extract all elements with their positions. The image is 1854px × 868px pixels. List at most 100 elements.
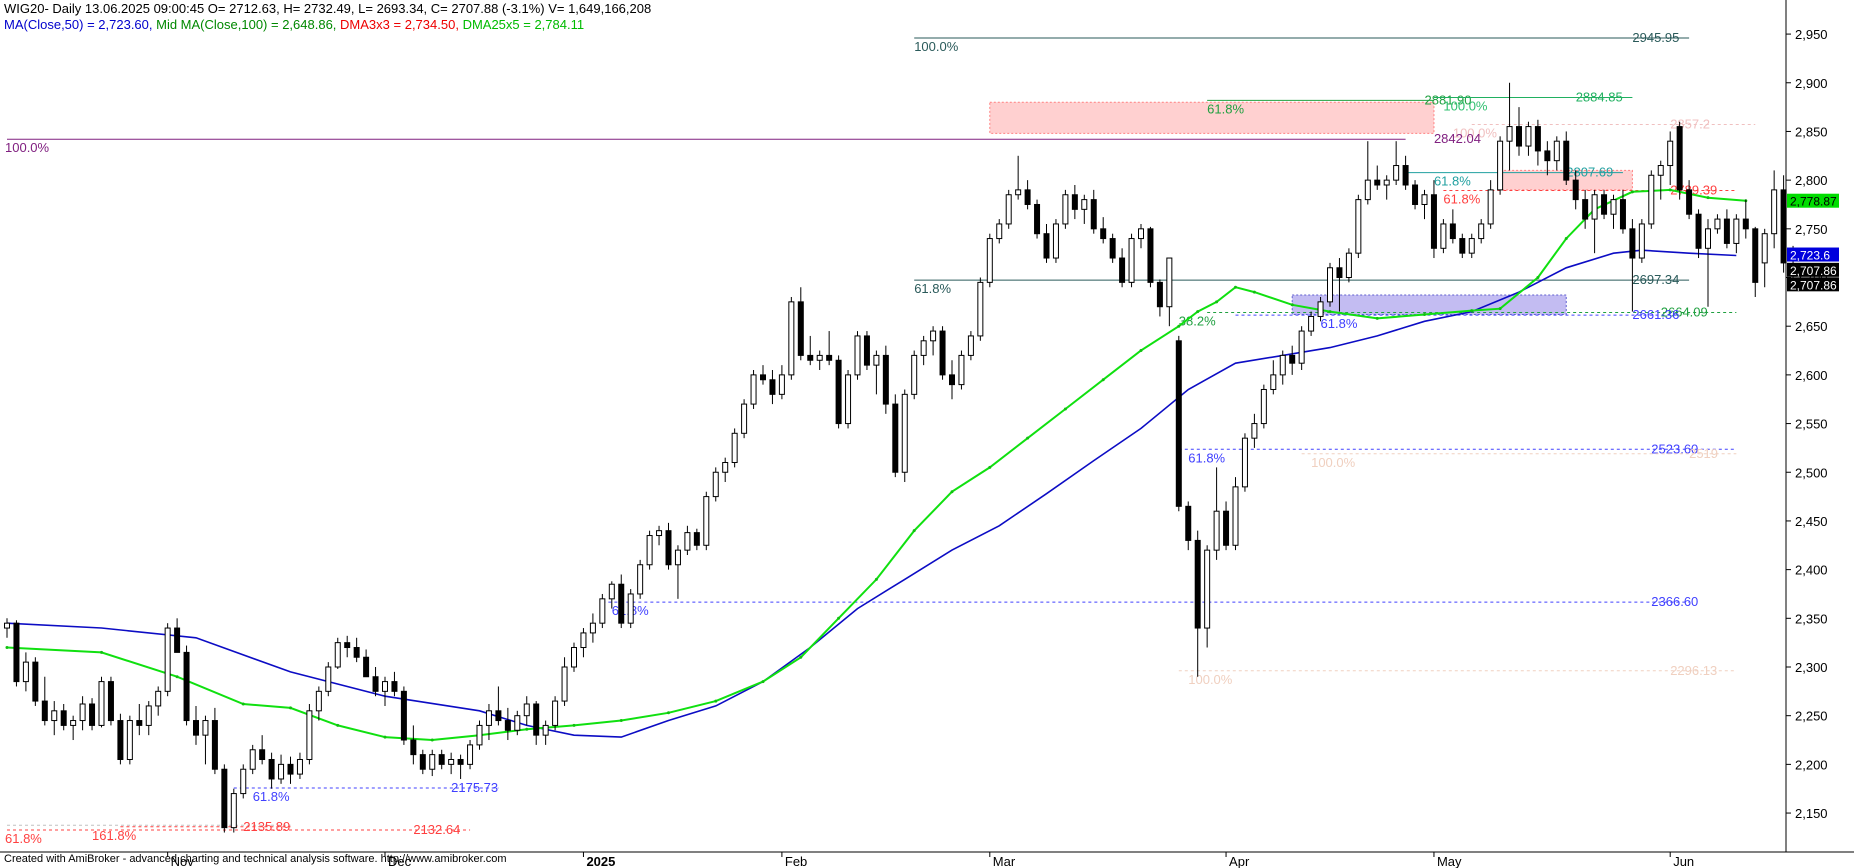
x-tick-label: May bbox=[1437, 854, 1462, 868]
candle-body bbox=[1610, 199, 1617, 215]
candle-body bbox=[164, 627, 171, 692]
candle-body bbox=[1705, 228, 1711, 249]
candle-body bbox=[1629, 228, 1636, 259]
dma25-dot bbox=[619, 719, 623, 723]
indicator-legend: MA(Close,50) = 2,723.60, Mid MA(Close,10… bbox=[4, 17, 584, 32]
x-tick-label: Feb bbox=[785, 854, 807, 868]
fib-line-value: 2523.60 bbox=[1651, 441, 1698, 456]
dma25-dot bbox=[1630, 190, 1634, 194]
dma25-dot bbox=[1668, 188, 1672, 192]
legend-mid-ma: Mid MA(Close,100) = 2,648.86, bbox=[156, 17, 337, 32]
candle-body bbox=[1185, 505, 1192, 541]
candle-body bbox=[79, 703, 86, 722]
candle-body bbox=[986, 238, 993, 283]
candle-body bbox=[174, 627, 181, 653]
candle-body bbox=[703, 496, 710, 546]
dma25-dot bbox=[1706, 196, 1710, 200]
candle-body bbox=[1506, 126, 1513, 142]
candle-body bbox=[731, 432, 738, 464]
ma50-line bbox=[6, 249, 1737, 738]
candle-body bbox=[1638, 223, 1645, 259]
dma25-dot bbox=[5, 646, 9, 650]
candle-body bbox=[1374, 179, 1381, 186]
candle-body bbox=[287, 763, 294, 775]
candle-body bbox=[1534, 126, 1541, 152]
candle-body bbox=[1345, 252, 1352, 279]
candle-body bbox=[211, 720, 218, 770]
candle-body bbox=[1336, 267, 1343, 279]
candle-body bbox=[467, 744, 474, 765]
candle-body bbox=[98, 681, 105, 726]
candle-body bbox=[1100, 228, 1107, 240]
candle-body bbox=[1468, 238, 1475, 254]
candle-body bbox=[1393, 165, 1400, 181]
candle-body bbox=[1459, 238, 1466, 254]
candle-body bbox=[1109, 238, 1116, 259]
candle-body bbox=[1062, 194, 1069, 225]
candle-body bbox=[240, 768, 247, 795]
price-badge-label: 2,778.87 bbox=[1790, 195, 1837, 209]
y-tick-label: 2,850 bbox=[1795, 124, 1828, 139]
candle-body bbox=[1761, 233, 1768, 264]
y-tick-label: 2,250 bbox=[1795, 709, 1828, 724]
candle-body bbox=[400, 690, 407, 741]
candle-body bbox=[826, 354, 833, 361]
dma25-dot bbox=[1564, 237, 1568, 241]
dma25-dot bbox=[950, 490, 954, 494]
candle-body bbox=[429, 754, 436, 770]
dma25-dot bbox=[241, 702, 245, 706]
candle-body bbox=[949, 374, 955, 386]
dma25-dot bbox=[1498, 307, 1502, 311]
fib-line-percent: 61.8% bbox=[253, 789, 290, 804]
candle-body bbox=[89, 703, 96, 726]
candle-body bbox=[760, 374, 766, 381]
candle-body bbox=[495, 710, 502, 722]
candle-body bbox=[1043, 233, 1050, 259]
candle-body bbox=[684, 532, 691, 551]
candle-body bbox=[1090, 199, 1097, 230]
candle-body bbox=[788, 301, 795, 376]
fib-line-value: 2664.09 bbox=[1661, 304, 1708, 319]
dma25-dot bbox=[667, 711, 670, 715]
dma25-dot bbox=[761, 680, 765, 684]
candle-body bbox=[1648, 174, 1655, 225]
legend-ma50: MA(Close,50) = 2,723.60, bbox=[4, 17, 153, 32]
fib-line-percent: 100.0% bbox=[5, 140, 50, 155]
fib-line-value: 2135.89 bbox=[243, 819, 290, 834]
y-tick-label: 2,450 bbox=[1795, 514, 1828, 529]
dma25-dot bbox=[799, 655, 803, 659]
fib-line-value: 2857.2 bbox=[1670, 116, 1710, 131]
candle-body bbox=[344, 642, 351, 649]
dma25-dot bbox=[912, 529, 916, 533]
y-tick-label: 2,950 bbox=[1795, 27, 1828, 42]
fib-line-value: 2661.36 bbox=[1632, 307, 1679, 322]
candle-body bbox=[873, 354, 880, 366]
candle-body bbox=[1516, 126, 1522, 147]
candle-body bbox=[1657, 165, 1664, 176]
candle-body bbox=[797, 301, 804, 356]
candle-body bbox=[523, 703, 530, 717]
fib-line-value: 2519 bbox=[1689, 446, 1718, 461]
candle-body bbox=[778, 374, 785, 395]
candle-body bbox=[372, 676, 379, 692]
candle-body bbox=[514, 715, 521, 731]
y-tick-label: 2,300 bbox=[1795, 660, 1828, 675]
price-badge bbox=[1787, 277, 1839, 292]
y-tick-label: 2,400 bbox=[1795, 563, 1828, 578]
y-tick-label: 2,150 bbox=[1795, 806, 1828, 821]
candle-body bbox=[1667, 140, 1674, 167]
candle-body bbox=[476, 724, 483, 746]
candle-body bbox=[278, 763, 285, 780]
dma25-dot bbox=[1290, 303, 1294, 307]
candle-body bbox=[183, 651, 190, 722]
y-tick-label: 2,900 bbox=[1795, 76, 1828, 91]
candle-body bbox=[845, 374, 852, 425]
candle-body bbox=[363, 656, 370, 678]
candle-body bbox=[315, 690, 322, 712]
candle-body bbox=[1544, 150, 1551, 162]
candle-body bbox=[1024, 189, 1031, 205]
candle-body bbox=[1723, 218, 1730, 244]
candle-body bbox=[1204, 549, 1211, 629]
candle-body bbox=[996, 223, 1003, 240]
